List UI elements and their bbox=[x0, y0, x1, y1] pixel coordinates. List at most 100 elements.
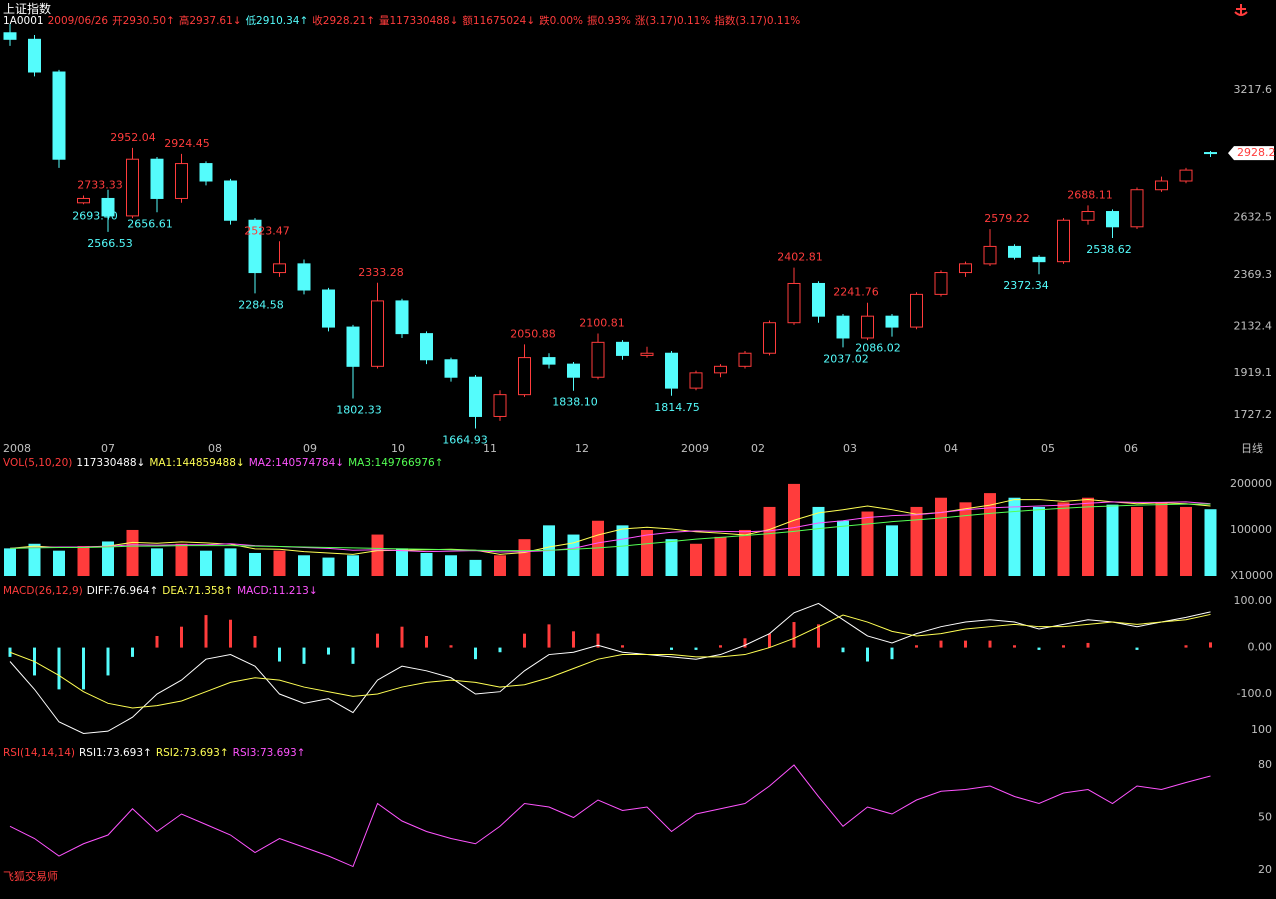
volume-bar bbox=[935, 497, 947, 576]
candle-body bbox=[1106, 211, 1119, 228]
legend-text: 额11675024↓ bbox=[462, 15, 536, 27]
y-tick-label: 0.00 bbox=[1248, 641, 1273, 654]
candle-body bbox=[273, 263, 286, 274]
legend-text: MACD(26,12,9) bbox=[3, 585, 83, 597]
x-tick-label: 07 bbox=[101, 442, 115, 455]
candle-body bbox=[567, 363, 580, 378]
volume-bar bbox=[1180, 506, 1192, 576]
volume-bar bbox=[1131, 506, 1143, 576]
extreme-label: 2579.22 bbox=[984, 212, 1030, 225]
extreme-label: 2693.40 bbox=[72, 209, 118, 222]
legend-text: RSI(14,14,14) bbox=[3, 747, 76, 759]
x-tick-label: 12 bbox=[575, 442, 589, 455]
legend-text: 涨(3.17)0.11% bbox=[634, 15, 711, 27]
extreme-label: 2523.47 bbox=[244, 224, 290, 237]
volume-bar bbox=[1155, 502, 1168, 576]
extreme-label: 2241.76 bbox=[833, 286, 879, 299]
candle-body bbox=[150, 158, 164, 199]
x-tick-label: 08 bbox=[208, 442, 222, 455]
extreme-label: 1814.75 bbox=[654, 401, 700, 414]
candle-body bbox=[542, 357, 556, 365]
candle-body bbox=[28, 38, 41, 73]
volume-bar bbox=[102, 541, 114, 576]
candle-body bbox=[1032, 256, 1046, 263]
candle-body bbox=[322, 289, 335, 328]
y-tick-label: 200000 bbox=[1230, 477, 1272, 490]
candle-body bbox=[983, 245, 997, 265]
candle-body bbox=[175, 163, 188, 199]
candle-body bbox=[101, 197, 115, 217]
x-tick-label: 05 bbox=[1041, 442, 1055, 455]
legend-text: 117330488↓ bbox=[76, 457, 146, 469]
title: 上证指数 bbox=[3, 2, 52, 16]
volume-bar bbox=[151, 548, 163, 576]
extreme-label: 1664.93 bbox=[442, 433, 488, 446]
menu-icon[interactable] bbox=[1234, 4, 1248, 16]
volume-bar bbox=[494, 555, 506, 576]
candle-body bbox=[77, 197, 90, 204]
volume-bar bbox=[959, 502, 972, 576]
x-tick-label: 2008 bbox=[3, 442, 31, 455]
brand: 飞狐交易师 bbox=[3, 870, 58, 883]
legend-text: 2009/06/26 bbox=[47, 15, 109, 27]
extreme-label: 2333.28 bbox=[358, 266, 404, 279]
volume-bar bbox=[1082, 497, 1094, 576]
macd-line bbox=[9, 613, 1211, 709]
legend-text: 指数(3.17)0.11% bbox=[714, 15, 801, 27]
volume-bar bbox=[690, 543, 702, 576]
volume-legend: VOL(5,10,20) 117330488↓ MA1:144859488↓ MA2:… bbox=[3, 456, 447, 470]
candle-body bbox=[787, 282, 801, 324]
volume-bar bbox=[200, 550, 212, 576]
legend-text: 振0.93% bbox=[587, 15, 631, 27]
volume-bar bbox=[910, 506, 923, 576]
legend-text: MA3:149766976↑ bbox=[348, 457, 444, 469]
extreme-label: 2952.04 bbox=[110, 131, 156, 144]
y-tick-label: -100.0 bbox=[1237, 687, 1272, 700]
y-tick-label: 50 bbox=[1258, 811, 1272, 824]
rsi-legend: RSI(14,14,14) RSI1:73.693↑ RSI2:73.693↑ RSI… bbox=[3, 746, 310, 760]
x-tick-label: 2009 bbox=[681, 442, 709, 455]
legend-text: 量117330488↓ bbox=[379, 15, 459, 27]
legend-text: 跌0.00% bbox=[539, 15, 584, 27]
extreme-label: 2284.58 bbox=[238, 298, 284, 311]
volume-bar bbox=[469, 559, 482, 576]
extreme-label: 2050.88 bbox=[510, 327, 556, 340]
y-tick-label: 1919.1 bbox=[1234, 366, 1273, 379]
extreme-label: 2402.81 bbox=[777, 251, 823, 264]
volume-bar bbox=[347, 555, 359, 576]
y-tick-label: 100000 bbox=[1230, 523, 1272, 536]
candle-body bbox=[518, 357, 531, 396]
x-tick-label: 10 bbox=[391, 442, 405, 455]
extreme-label: 1802.33 bbox=[336, 404, 382, 417]
x-tick-label: 11 bbox=[483, 442, 497, 455]
volume-bar bbox=[371, 534, 384, 576]
volume-bar bbox=[1106, 504, 1119, 576]
volume-bar bbox=[4, 548, 16, 576]
y-tick-label: 2632.5 bbox=[1234, 211, 1273, 224]
volume-ma-line bbox=[9, 499, 1211, 555]
candle-body bbox=[640, 352, 654, 356]
volume-bar bbox=[420, 552, 433, 576]
legend-text: RSI3:73.693↑ bbox=[232, 747, 306, 759]
x-tick-label: 09 bbox=[303, 442, 317, 455]
candle-body bbox=[248, 219, 262, 274]
legend-text: 1A0001 bbox=[3, 15, 44, 27]
y-tick-label: 20 bbox=[1258, 863, 1272, 876]
volume-bar bbox=[739, 529, 751, 576]
candle-body bbox=[297, 263, 311, 291]
candle-body bbox=[1057, 219, 1070, 263]
volume-bar bbox=[763, 506, 776, 576]
volume-ma-line bbox=[9, 501, 1211, 553]
extreme-label: 2566.53 bbox=[87, 237, 133, 250]
candle-body bbox=[689, 372, 703, 389]
extreme-label: 2733.33 bbox=[77, 179, 123, 192]
candle-body bbox=[885, 315, 899, 328]
candle-body bbox=[738, 352, 752, 367]
volume-bar bbox=[298, 555, 310, 576]
period-label: 日线 bbox=[1241, 441, 1263, 455]
volume-bar bbox=[396, 548, 408, 576]
volume-ma-line bbox=[9, 503, 1211, 552]
